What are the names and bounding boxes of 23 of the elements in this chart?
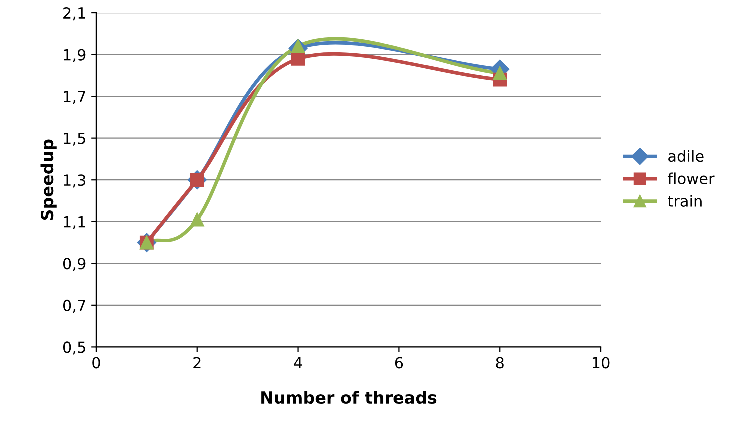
y-axis-title: Speedup bbox=[40, 140, 57, 220]
point bbox=[493, 66, 508, 81]
y-tick-label: 1,1 bbox=[64, 216, 86, 230]
x-tick-label: 10 bbox=[592, 357, 610, 369]
y-tick-label: 0,5 bbox=[63, 342, 86, 355]
legend-label: train bbox=[668, 195, 702, 207]
x-tick-label: 0 bbox=[92, 357, 100, 369]
point bbox=[291, 39, 306, 54]
y-tick-label: 1,9 bbox=[64, 49, 86, 62]
x-tick-label: 8 bbox=[496, 357, 504, 369]
y-tick-label: 2,1 bbox=[64, 7, 86, 21]
y-tick-label: 0,9 bbox=[63, 258, 86, 272]
y-tick-label: 0,7 bbox=[63, 300, 86, 314]
x-tick-label: 2 bbox=[194, 357, 201, 369]
y-tick-label: 1,5 bbox=[64, 133, 86, 146]
point bbox=[190, 212, 204, 227]
x-tick-label: 4 bbox=[294, 357, 302, 369]
x-tick-label: 6 bbox=[395, 357, 404, 369]
legend-label: adile bbox=[668, 150, 704, 162]
y-tick-label: 1,3 bbox=[64, 174, 86, 188]
x-axis-title: Number of threads bbox=[262, 391, 437, 404]
legend-label: flower bbox=[668, 172, 715, 185]
y-tick-label: 1,7 bbox=[64, 91, 86, 104]
